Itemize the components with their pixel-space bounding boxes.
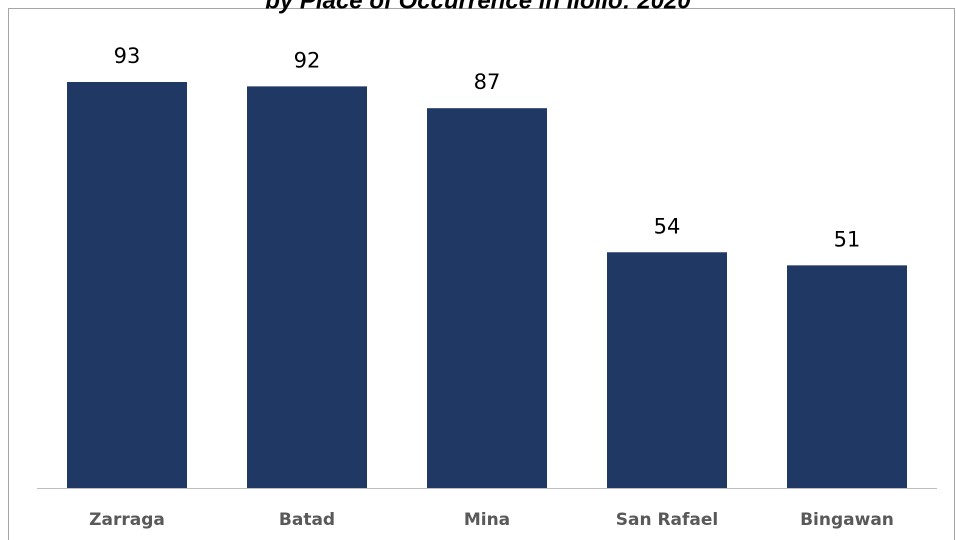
bar	[607, 252, 727, 488]
chart-title: by Place of Occurrence in Iloilo: 2020	[265, 0, 691, 14]
x-tick-label: Mina	[464, 510, 510, 530]
value-label: 87	[474, 70, 501, 94]
bar	[67, 82, 187, 488]
value-label: 93	[114, 44, 141, 68]
value-label: 51	[834, 227, 861, 251]
value-label: 54	[654, 214, 681, 238]
x-tick-label: San Rafael	[616, 510, 719, 530]
x-tick-label: Batad	[279, 510, 335, 530]
bar	[247, 86, 367, 488]
x-tick-label: Zarraga	[89, 510, 165, 530]
value-label: 92	[294, 48, 321, 72]
bar	[787, 265, 907, 488]
x-tick-label: Bingawan	[800, 510, 894, 530]
bar	[427, 108, 547, 489]
